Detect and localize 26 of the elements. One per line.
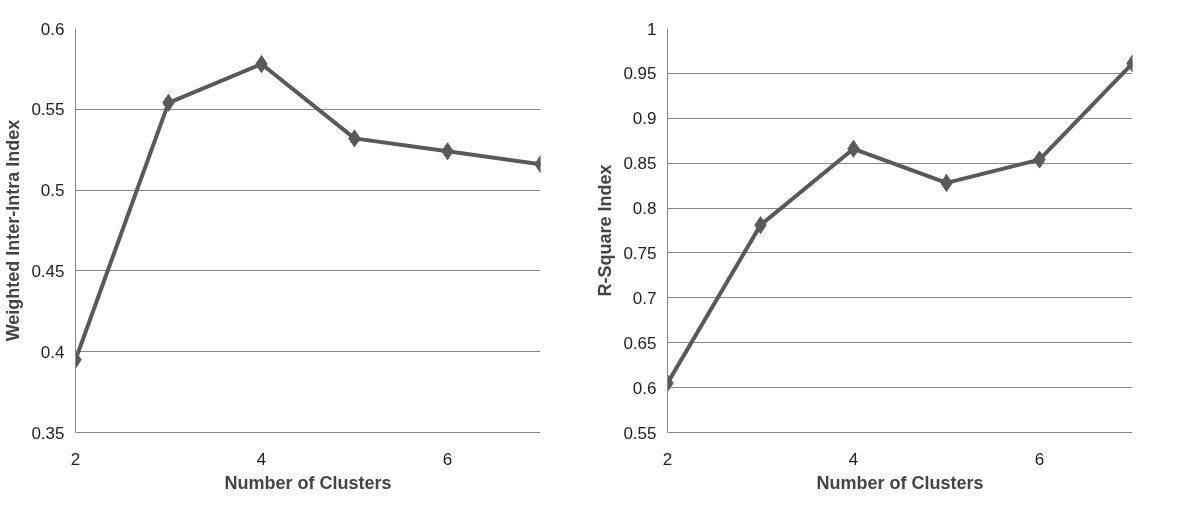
y-tick-label: 0.4 (40, 342, 65, 362)
y-tick-label: 0.5 (40, 181, 65, 201)
y-tick-label: 0.9 (632, 109, 657, 129)
y-tick-label: 0.55 (31, 100, 65, 120)
y-tick-label: 0.95 (623, 64, 657, 84)
y-tick-label: 0.7 (632, 288, 657, 308)
x-tick-label: 4 (256, 449, 267, 469)
y-tick-label: 0.6 (40, 19, 65, 39)
x-tick-label: 2 (70, 449, 81, 469)
x-axis-title: Number of Clusters (224, 472, 392, 493)
y-axis-title: Weighted Inter-Intra Index (3, 119, 24, 342)
y-tick-label: 1 (647, 19, 657, 39)
y-tick-label: 0.45 (31, 261, 65, 281)
y-axis-title: R-Square Index (595, 164, 616, 297)
y-tick-label: 0.75 (623, 243, 657, 263)
y-tick-label: 0.65 (623, 333, 657, 353)
x-axis-title: Number of Clusters (816, 472, 984, 493)
x-tick-label: 4 (848, 449, 859, 469)
x-tick-label: 6 (442, 449, 453, 469)
y-tick-label: 0.6 (632, 378, 657, 398)
y-tick-label: 0.85 (623, 154, 657, 174)
x-tick-label: 6 (1034, 449, 1045, 469)
y-tick-label: 0.35 (31, 423, 65, 443)
y-tick-label: 0.8 (632, 199, 657, 219)
y-tick-label: 0.55 (623, 423, 657, 443)
x-tick-label: 2 (662, 449, 673, 469)
